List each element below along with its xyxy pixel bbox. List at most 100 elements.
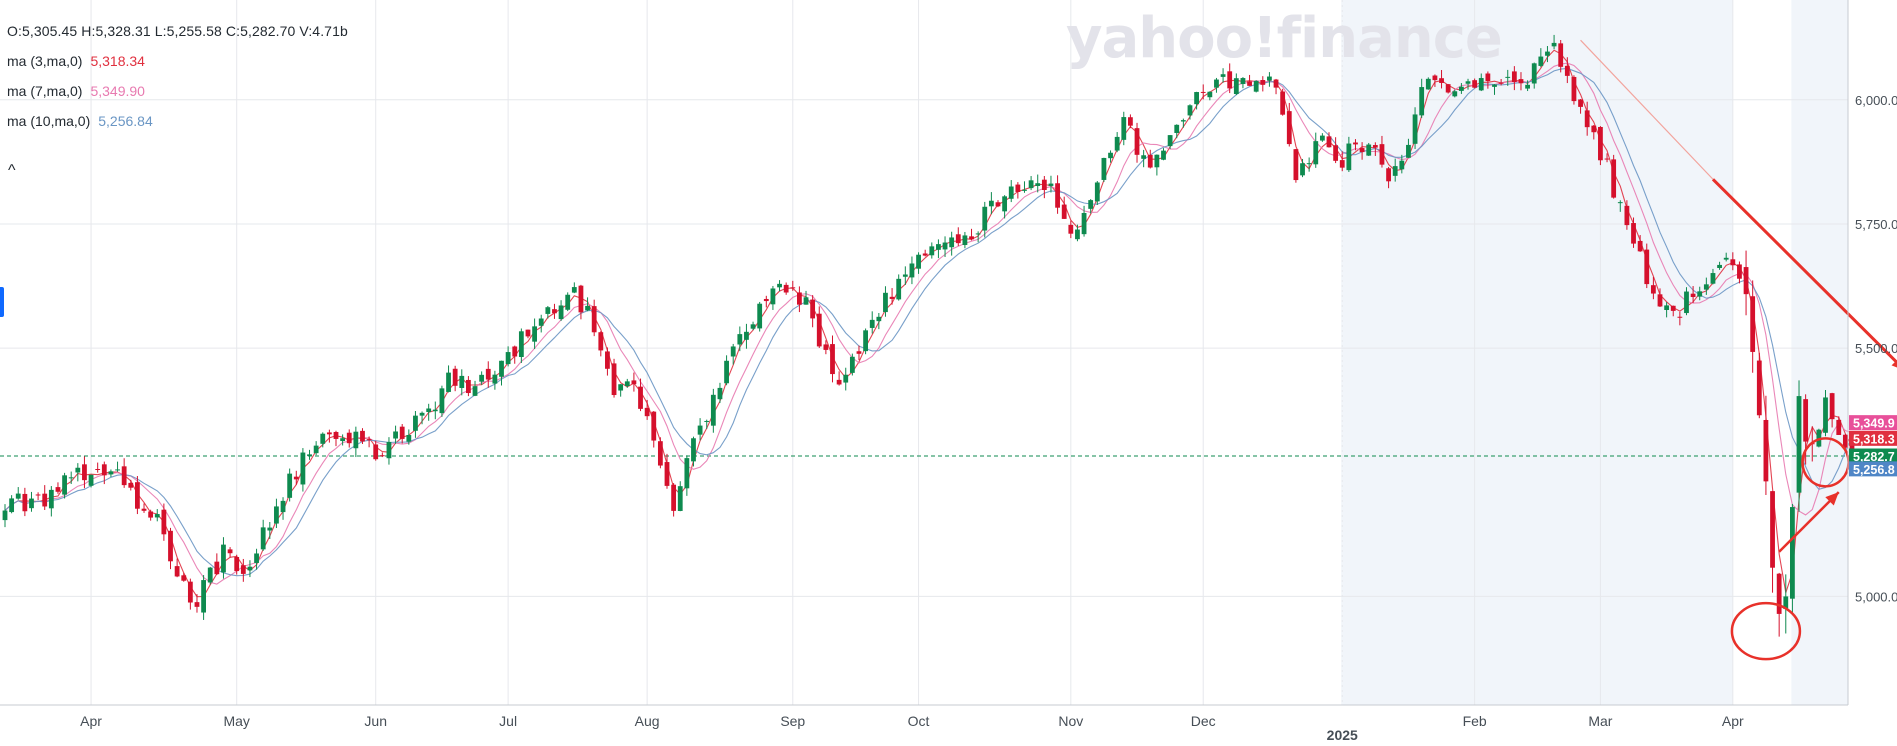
candle[interactable]	[115, 461, 120, 472]
candle[interactable]	[426, 403, 432, 421]
candle[interactable]	[1558, 39, 1564, 73]
candle[interactable]	[1617, 200, 1623, 212]
candle[interactable]	[459, 369, 465, 396]
candle[interactable]	[393, 425, 398, 444]
candle[interactable]	[35, 492, 41, 500]
candle[interactable]	[1664, 302, 1670, 318]
candle[interactable]	[346, 429, 352, 448]
candle[interactable]	[558, 300, 564, 321]
candle[interactable]	[1260, 76, 1266, 92]
candle[interactable]	[1154, 154, 1160, 176]
candle[interactable]	[1604, 153, 1610, 163]
candle[interactable]	[1723, 252, 1729, 262]
candle[interactable]	[757, 301, 763, 332]
candle[interactable]	[432, 401, 438, 420]
candle[interactable]	[770, 285, 776, 310]
candle[interactable]	[313, 441, 319, 456]
candle[interactable]	[1730, 252, 1736, 271]
candle[interactable]	[803, 290, 809, 305]
candle[interactable]	[1108, 150, 1113, 163]
candle[interactable]	[1214, 77, 1219, 93]
candle[interactable]	[1644, 243, 1650, 289]
candle[interactable]	[1075, 224, 1080, 242]
candle[interactable]	[373, 440, 379, 461]
candle[interactable]	[982, 201, 988, 238]
candle[interactable]	[1339, 151, 1345, 172]
candle[interactable]	[485, 361, 491, 388]
candle[interactable]	[1538, 48, 1544, 68]
candle[interactable]	[1650, 276, 1656, 300]
candle[interactable]	[154, 509, 160, 522]
candle[interactable]	[902, 266, 908, 285]
candle[interactable]	[1134, 122, 1140, 163]
candle[interactable]	[1584, 101, 1590, 136]
candle[interactable]	[419, 411, 425, 425]
candle[interactable]	[1598, 126, 1603, 166]
candle[interactable]	[704, 419, 710, 429]
candle[interactable]	[1505, 69, 1511, 86]
candle[interactable]	[1041, 175, 1047, 199]
candle[interactable]	[684, 455, 690, 496]
candle[interactable]	[512, 345, 518, 364]
candle[interactable]	[1280, 88, 1286, 116]
candle[interactable]	[810, 295, 816, 328]
candle[interactable]	[1008, 180, 1014, 203]
candle[interactable]	[1637, 235, 1643, 252]
candle[interactable]	[1286, 102, 1292, 147]
candle[interactable]	[82, 456, 87, 489]
candle[interactable]	[1227, 63, 1233, 94]
candle[interactable]	[492, 370, 498, 390]
candle[interactable]	[499, 360, 504, 386]
candle[interactable]	[22, 487, 28, 517]
candle[interactable]	[1591, 125, 1597, 140]
candle[interactable]	[128, 479, 134, 491]
candle[interactable]	[280, 497, 286, 520]
collapse-legend-chevron-icon[interactable]: ^	[8, 162, 16, 179]
candle[interactable]	[1439, 69, 1444, 89]
candle[interactable]	[1763, 395, 1769, 495]
candle[interactable]	[552, 303, 557, 319]
candle[interactable]	[1452, 89, 1458, 98]
candle[interactable]	[95, 462, 101, 473]
candle[interactable]	[1419, 78, 1425, 118]
candle[interactable]	[1425, 77, 1431, 90]
candle[interactable]	[724, 355, 729, 386]
candle[interactable]	[1823, 389, 1828, 437]
candle[interactable]	[1478, 73, 1484, 92]
candle[interactable]	[121, 458, 127, 488]
candle[interactable]	[1319, 133, 1325, 142]
candle[interactable]	[1392, 158, 1398, 182]
candle[interactable]	[525, 329, 531, 339]
candle[interactable]	[1081, 205, 1087, 237]
candle[interactable]	[446, 365, 451, 393]
candle[interactable]	[1796, 380, 1802, 512]
candle[interactable]	[1359, 142, 1365, 160]
candle[interactable]	[737, 326, 743, 352]
candle[interactable]	[1386, 166, 1391, 189]
candle[interactable]	[1055, 175, 1060, 214]
candle[interactable]	[227, 547, 233, 558]
candle[interactable]	[949, 231, 955, 256]
candle[interactable]	[717, 382, 723, 403]
candle[interactable]	[657, 437, 663, 469]
candle[interactable]	[1492, 84, 1497, 95]
candle[interactable]	[777, 280, 782, 292]
candle[interactable]	[942, 236, 948, 258]
candle[interactable]	[1068, 220, 1074, 239]
candle[interactable]	[472, 380, 478, 397]
candle[interactable]	[161, 503, 167, 541]
candle[interactable]	[1511, 66, 1517, 91]
candle[interactable]	[1353, 139, 1358, 151]
candle[interactable]	[1061, 196, 1067, 220]
candle[interactable]	[671, 483, 677, 517]
candle[interactable]	[1379, 135, 1385, 168]
candle[interactable]	[1412, 107, 1418, 149]
candle[interactable]	[1836, 416, 1842, 436]
candle[interactable]	[1187, 104, 1193, 120]
candle[interactable]	[326, 429, 332, 443]
candle[interactable]	[1684, 287, 1689, 316]
candle[interactable]	[1048, 175, 1054, 193]
candle[interactable]	[234, 554, 240, 575]
candle[interactable]	[452, 365, 458, 392]
candle[interactable]	[1346, 136, 1352, 172]
